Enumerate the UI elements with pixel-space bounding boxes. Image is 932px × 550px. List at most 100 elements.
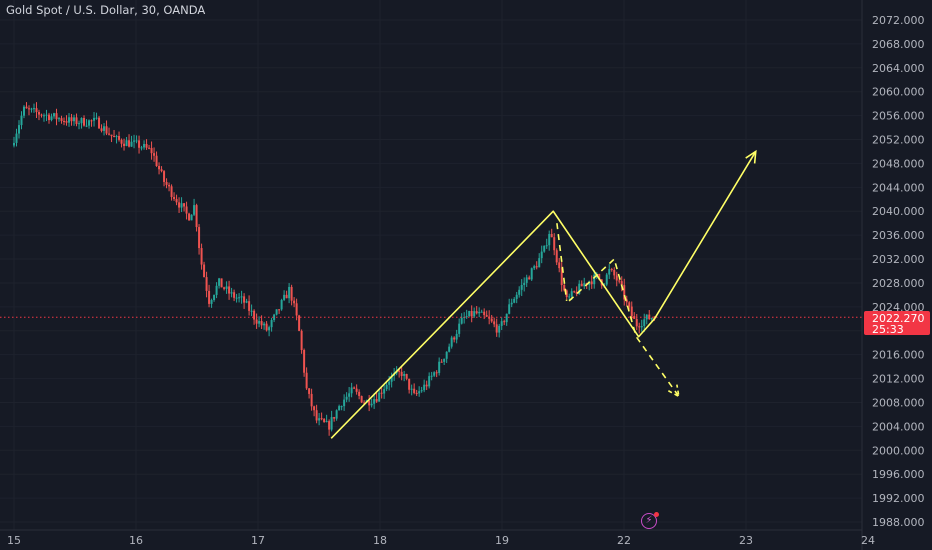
candle-body xyxy=(115,136,118,138)
candle-body xyxy=(548,233,551,246)
candle-body xyxy=(460,317,463,324)
candle-body xyxy=(200,248,203,265)
candle-body xyxy=(633,316,636,319)
candle-body xyxy=(260,321,263,326)
candle-body xyxy=(250,310,253,312)
candle-body xyxy=(423,384,426,391)
candle-body xyxy=(650,318,653,320)
y-tick-label: 1992.000 xyxy=(872,492,925,505)
candle-body xyxy=(273,314,276,321)
candle-body xyxy=(385,384,388,390)
last-price-badge: 2022.270 25:33 xyxy=(864,311,930,336)
candle-body xyxy=(173,197,176,199)
candle-body xyxy=(278,309,281,311)
candle-body xyxy=(340,406,343,408)
candle-body xyxy=(110,134,113,137)
candle-body xyxy=(578,283,581,294)
candle-body xyxy=(453,337,456,340)
candle-body xyxy=(443,358,446,362)
candle-body xyxy=(270,320,273,328)
candle-body xyxy=(230,292,233,294)
candle-body xyxy=(215,285,218,295)
candle-body xyxy=(450,337,453,347)
candle-body xyxy=(388,381,391,385)
candle-body xyxy=(418,391,421,394)
x-tick-label: 15 xyxy=(7,534,21,547)
candle-body xyxy=(410,388,413,390)
candle-body xyxy=(295,303,298,316)
candle-body xyxy=(465,316,468,318)
candle-body xyxy=(543,245,546,252)
candle-body xyxy=(83,117,86,126)
candle-body xyxy=(255,319,258,324)
candle-body xyxy=(380,392,383,394)
candle-body xyxy=(610,269,613,271)
candle-body xyxy=(165,181,168,185)
flash-icon[interactable]: ⚡ xyxy=(641,512,659,529)
candle-body xyxy=(478,311,481,314)
time-axis[interactable]: 15 16 17 18 19 22 23 24 xyxy=(0,529,875,547)
candle-body xyxy=(43,115,46,117)
price-axis-bg xyxy=(862,0,932,550)
candle-body xyxy=(475,311,478,314)
candle-body xyxy=(515,294,518,299)
candle-body xyxy=(415,392,418,394)
candle-body xyxy=(40,114,43,116)
candle-body xyxy=(370,403,373,406)
candle-body xyxy=(13,142,15,146)
candle-body xyxy=(70,117,73,122)
y-tick-label: 2044.000 xyxy=(872,181,925,194)
candle-body xyxy=(523,282,526,286)
candle-body xyxy=(238,297,241,299)
candle-body xyxy=(80,117,83,124)
candle-body xyxy=(530,268,533,280)
candle-body xyxy=(130,141,133,147)
arrow-head xyxy=(745,149,757,164)
candle-body xyxy=(133,140,136,142)
candle-body xyxy=(640,326,643,328)
candle-body xyxy=(213,294,216,301)
candle-body xyxy=(265,323,268,331)
candle-body xyxy=(143,143,146,148)
candle-body xyxy=(553,237,556,251)
candle-body xyxy=(288,286,291,299)
y-tick-label: 2052.000 xyxy=(872,134,925,147)
candle-body xyxy=(50,116,53,121)
candle-body xyxy=(78,123,81,125)
y-tick-label: 2064.000 xyxy=(872,62,925,75)
candlestick-series xyxy=(13,102,656,436)
candle-body xyxy=(45,114,48,116)
candle-body xyxy=(630,306,633,317)
candle-body xyxy=(455,333,458,340)
candle-body xyxy=(620,281,623,286)
candle-body xyxy=(308,388,311,394)
candle-body xyxy=(293,300,296,304)
y-tick-label: 2032.000 xyxy=(872,253,925,266)
arrow-head xyxy=(667,384,680,398)
candle-body xyxy=(303,349,306,373)
candle-body xyxy=(205,277,208,291)
candle-body xyxy=(140,147,143,149)
price-axis[interactable]: 2072.000 2068.000 2064.000 2060.000 2056.000… xyxy=(861,0,932,550)
candle-body xyxy=(448,346,451,352)
candle-body xyxy=(263,323,266,326)
y-tick-label: 2012.000 xyxy=(872,373,925,386)
candle-body xyxy=(210,300,213,304)
candle-body xyxy=(560,268,563,286)
candle-body xyxy=(473,311,476,317)
candle-body xyxy=(35,108,38,113)
candle-body xyxy=(185,206,188,214)
candle-body xyxy=(218,278,221,286)
y-tick-label: 2048.000 xyxy=(872,157,925,170)
last-price-value: 2022.270 xyxy=(872,312,925,325)
candle-body xyxy=(253,310,256,320)
candle-body xyxy=(58,118,61,120)
candle-body xyxy=(318,418,321,421)
candle-body xyxy=(470,311,473,317)
candle-body xyxy=(90,120,93,122)
candle-body xyxy=(153,153,156,156)
candle-body xyxy=(313,406,316,411)
candle-body xyxy=(435,372,438,374)
candle-body xyxy=(493,321,496,325)
